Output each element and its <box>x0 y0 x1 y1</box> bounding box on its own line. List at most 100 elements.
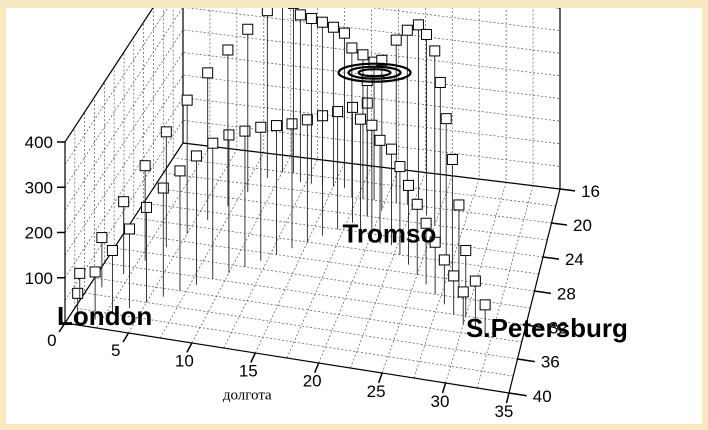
y-tick-label: 16 <box>581 182 600 201</box>
y-tick-mark <box>551 222 568 226</box>
data-point-marker <box>207 137 219 149</box>
data-point-marker <box>106 244 118 256</box>
data-point-marker <box>332 106 344 118</box>
x-tick-mark <box>505 392 510 404</box>
x-tick-label: 15 <box>239 362 258 381</box>
label-layer: London Tromso S.Petersburg долгота <box>57 218 628 403</box>
data-point-marker <box>401 24 413 36</box>
plot-panel: 0 5 10 15 20 25 30 35 16 20 24 28 32 36 40 100 200 300 400… <box>6 8 702 424</box>
data-point-marker <box>460 245 472 257</box>
data-point-marker <box>453 199 465 211</box>
y-tick-mark <box>525 324 543 329</box>
x-tick-label: 5 <box>111 341 120 360</box>
data-point-marker <box>160 126 172 138</box>
x-tick-mark <box>250 352 256 363</box>
y-tick-mark <box>559 188 576 192</box>
data-point-marker <box>139 160 151 172</box>
bar-layer <box>72 8 491 337</box>
grid-line <box>64 52 561 233</box>
data-point-marker <box>412 19 424 31</box>
data-point-marker <box>89 266 101 278</box>
y-tick-mark <box>517 358 535 363</box>
ring-ellipse <box>347 65 402 80</box>
data-point-marker <box>357 49 369 61</box>
grid-line <box>64 8 561 165</box>
x-tick-mark <box>186 342 193 353</box>
x-tick-label: 0 <box>47 331 56 350</box>
data-point-marker <box>354 113 366 125</box>
y-tick-label: 32 <box>549 318 568 337</box>
x-tick-label: 20 <box>303 372 322 391</box>
data-point-marker <box>440 113 452 125</box>
data-point-marker <box>402 179 414 191</box>
chart-3d: 0 5 10 15 20 25 30 35 16 20 24 28 32 36 40 100 200 300 400… <box>25 8 628 421</box>
city-label: S.Petersburg <box>466 313 628 343</box>
data-point-marker <box>202 67 214 79</box>
z-tick-label: 400 <box>25 133 53 152</box>
data-point-marker <box>181 94 193 106</box>
y-tick-mark <box>534 290 552 295</box>
data-point-marker <box>390 34 402 46</box>
data-point-marker <box>386 143 398 155</box>
data-point-marker <box>286 118 298 130</box>
data-point-marker <box>429 236 441 248</box>
data-point-marker <box>420 217 432 229</box>
y-tick-label: 20 <box>573 216 592 235</box>
grid-line <box>64 142 510 394</box>
y-tick-mark <box>508 392 527 397</box>
x-tick-mark <box>377 372 383 384</box>
x-tick-label: 35 <box>494 402 513 421</box>
ring-ellipse <box>337 62 412 83</box>
grid-line <box>223 8 318 349</box>
data-point-marker <box>421 28 433 40</box>
data-point-marker <box>255 121 267 133</box>
data-point-marker <box>96 232 108 244</box>
data-point-marker <box>239 125 251 137</box>
data-point-marker <box>223 129 235 141</box>
y-tick-label: 40 <box>533 387 552 406</box>
data-point-marker <box>74 267 86 279</box>
data-point-marker <box>190 150 202 162</box>
data-point-marker <box>438 254 450 266</box>
data-point-marker <box>479 299 491 311</box>
city-label: Tromso <box>342 218 436 248</box>
x-tick-label: 30 <box>431 392 450 411</box>
data-point-marker <box>376 54 388 66</box>
z-tick-label: 300 <box>25 178 53 197</box>
data-point-marker <box>374 134 386 146</box>
data-point-marker <box>394 161 406 173</box>
x-tick-mark <box>122 332 130 343</box>
data-point-marker <box>305 13 317 25</box>
data-point-marker <box>446 153 458 165</box>
axis-edge <box>64 322 510 394</box>
data-point-marker <box>222 44 234 56</box>
data-point-marker <box>457 286 469 298</box>
city-label: London <box>57 301 152 331</box>
data-point-marker <box>301 114 313 126</box>
y-tick-label: 24 <box>565 250 584 269</box>
data-point-marker <box>316 16 328 28</box>
data-point-marker <box>346 42 358 54</box>
z-tick-label: 100 <box>25 269 53 288</box>
data-point-marker <box>411 198 423 210</box>
data-point-marker <box>261 8 273 17</box>
axis-edge <box>64 8 154 143</box>
grid-line <box>94 97 522 343</box>
y-tick-label: 36 <box>541 353 560 372</box>
x-tick-mark <box>58 322 66 333</box>
grid-line <box>64 74 561 256</box>
ring-ellipse <box>357 68 392 78</box>
data-point-marker <box>157 182 169 194</box>
x-tick-mark <box>314 362 320 373</box>
data-point-marker <box>429 45 441 57</box>
data-point-marker <box>469 275 481 287</box>
grid-line <box>381 8 453 374</box>
data-point-marker <box>270 120 282 132</box>
data-point-marker <box>347 101 359 113</box>
data-point-marker <box>242 23 254 35</box>
x-tick-label: 10 <box>175 351 194 370</box>
data-point-marker <box>174 165 186 177</box>
data-point-marker <box>72 287 84 299</box>
grid-line <box>191 8 292 344</box>
data-point-marker <box>141 201 152 213</box>
